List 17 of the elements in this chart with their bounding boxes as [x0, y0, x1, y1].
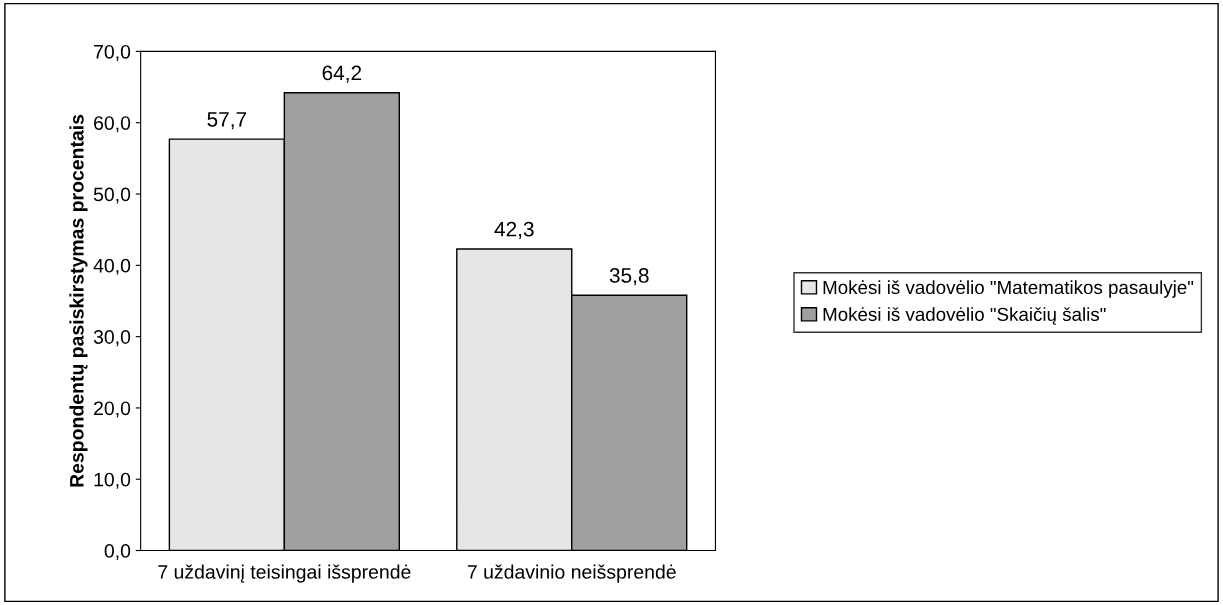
y-tick-label: 60,0 [94, 116, 131, 133]
x-tick-label: 7 uždavinį teisingai išsprendė [158, 564, 411, 583]
data-label: 42,3 [494, 221, 534, 239]
data-label: 57,7 [207, 112, 247, 130]
y-tick-label: 0,0 [104, 544, 131, 561]
legend-label: Mokėsi iš vadovėlio "Matematikos pasaulyje" [823, 280, 1194, 298]
y-tick-label: 50,0 [93, 187, 131, 204]
y-axis-title: Respondentų pasiskirstymas procentais [69, 114, 88, 487]
y-tick-label: 30,0 [93, 330, 131, 347]
y-tick-label: 20,0 [94, 401, 131, 418]
legend-label: Mokėsi iš vadovėlio "Skaičių šalis" [823, 307, 1106, 325]
x-tick-label: 7 uždavinio neišsprendė [467, 564, 676, 583]
y-tick-label: 40,0 [93, 258, 131, 275]
data-label: 35,8 [609, 268, 649, 286]
y-tick-label: 10,0 [94, 472, 131, 489]
data-label: 64,2 [322, 65, 362, 83]
y-tick-label: 70,0 [94, 44, 131, 61]
